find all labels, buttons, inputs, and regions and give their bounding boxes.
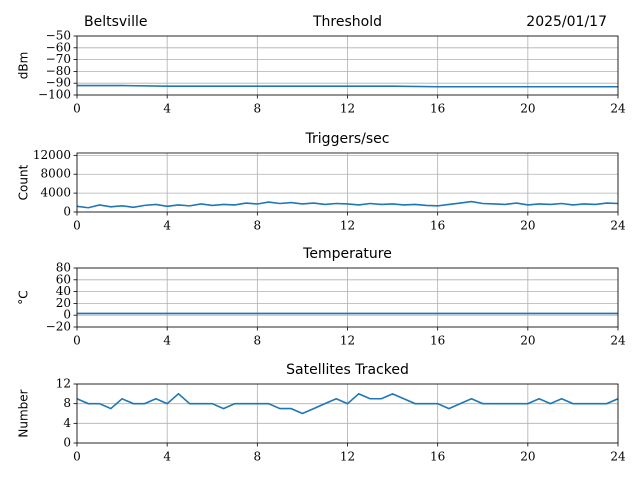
x-tick-label: 12 bbox=[340, 102, 355, 116]
y-axis-label: dBm bbox=[17, 52, 31, 80]
x-tick-label: 8 bbox=[254, 219, 262, 233]
axes-frame bbox=[76, 152, 619, 213]
chart-title: Triggers/sec bbox=[305, 131, 390, 147]
axes-frame bbox=[76, 383, 619, 444]
location: Beltsville bbox=[84, 14, 147, 30]
y-tick-label: 60 bbox=[56, 272, 71, 286]
axes-frame bbox=[76, 267, 619, 328]
axes-frame bbox=[76, 35, 619, 96]
y-tick-label: −60 bbox=[46, 40, 71, 54]
x-tick-label: 16 bbox=[430, 102, 445, 116]
x-tick-label: 24 bbox=[610, 334, 626, 348]
y-tick-label: 8000 bbox=[40, 167, 71, 181]
x-tick-label: 16 bbox=[430, 219, 445, 233]
x-tick-label: 0 bbox=[73, 334, 81, 348]
x-tick-label: 4 bbox=[163, 334, 171, 348]
x-tick-label: 4 bbox=[163, 450, 171, 464]
y-tick-label: −90 bbox=[46, 76, 71, 90]
data-line bbox=[76, 200, 619, 209]
y-tick-label: 4 bbox=[63, 416, 71, 430]
data-line bbox=[77, 84, 618, 88]
chart-title: Satellites Tracked bbox=[286, 362, 409, 378]
x-tick-label: 24 bbox=[610, 219, 626, 233]
y-axis-label: Number bbox=[17, 389, 31, 437]
y-tick-label: −50 bbox=[46, 29, 71, 43]
x-tick-label: 8 bbox=[254, 334, 262, 348]
data-line bbox=[76, 392, 619, 415]
x-tick-label: 12 bbox=[340, 334, 355, 348]
x-tick-label: 0 bbox=[73, 102, 81, 116]
x-tick-label: 8 bbox=[254, 450, 262, 464]
x-tick-label: 20 bbox=[520, 102, 535, 116]
y-tick-label: −70 bbox=[46, 52, 71, 66]
y-tick-label: 0 bbox=[63, 436, 71, 450]
x-tick-label: 24 bbox=[610, 450, 626, 464]
chart-title: Temperature bbox=[302, 246, 392, 262]
y-tick-label: 40 bbox=[56, 284, 71, 298]
y-axis-label: °C bbox=[17, 290, 31, 304]
y-tick-label: 8 bbox=[63, 396, 71, 410]
y-tick-label: −80 bbox=[46, 64, 71, 78]
x-tick-label: 20 bbox=[520, 334, 535, 348]
x-tick-label: 4 bbox=[163, 219, 171, 233]
x-tick-label: 4 bbox=[163, 102, 171, 116]
x-tick-label: 0 bbox=[73, 450, 81, 464]
x-tick-label: 8 bbox=[254, 102, 262, 116]
y-tick-label: 20 bbox=[56, 296, 71, 310]
x-tick-label: 24 bbox=[610, 102, 626, 116]
x-tick-label: 16 bbox=[430, 334, 445, 348]
y-tick-label: −100 bbox=[38, 88, 71, 102]
x-tick-label: 20 bbox=[520, 219, 535, 233]
x-tick-label: 16 bbox=[430, 450, 445, 464]
y-tick-label: −20 bbox=[46, 320, 71, 334]
date: 2025/01/17 bbox=[526, 14, 607, 30]
y-axis-label: Count bbox=[17, 164, 31, 200]
y-tick-label: 12 bbox=[56, 377, 71, 391]
y-tick-label: 12000 bbox=[33, 148, 71, 162]
y-tick-label: 0 bbox=[63, 205, 71, 219]
x-tick-label: 12 bbox=[340, 219, 355, 233]
x-tick-label: 12 bbox=[340, 450, 355, 464]
x-tick-label: 20 bbox=[520, 450, 535, 464]
x-tick-label: 0 bbox=[73, 219, 81, 233]
chart-title: Threshold bbox=[312, 14, 382, 30]
y-tick-label: 0 bbox=[63, 308, 71, 322]
y-tick-label: 4000 bbox=[40, 186, 71, 200]
y-tick-label: 80 bbox=[56, 261, 71, 275]
